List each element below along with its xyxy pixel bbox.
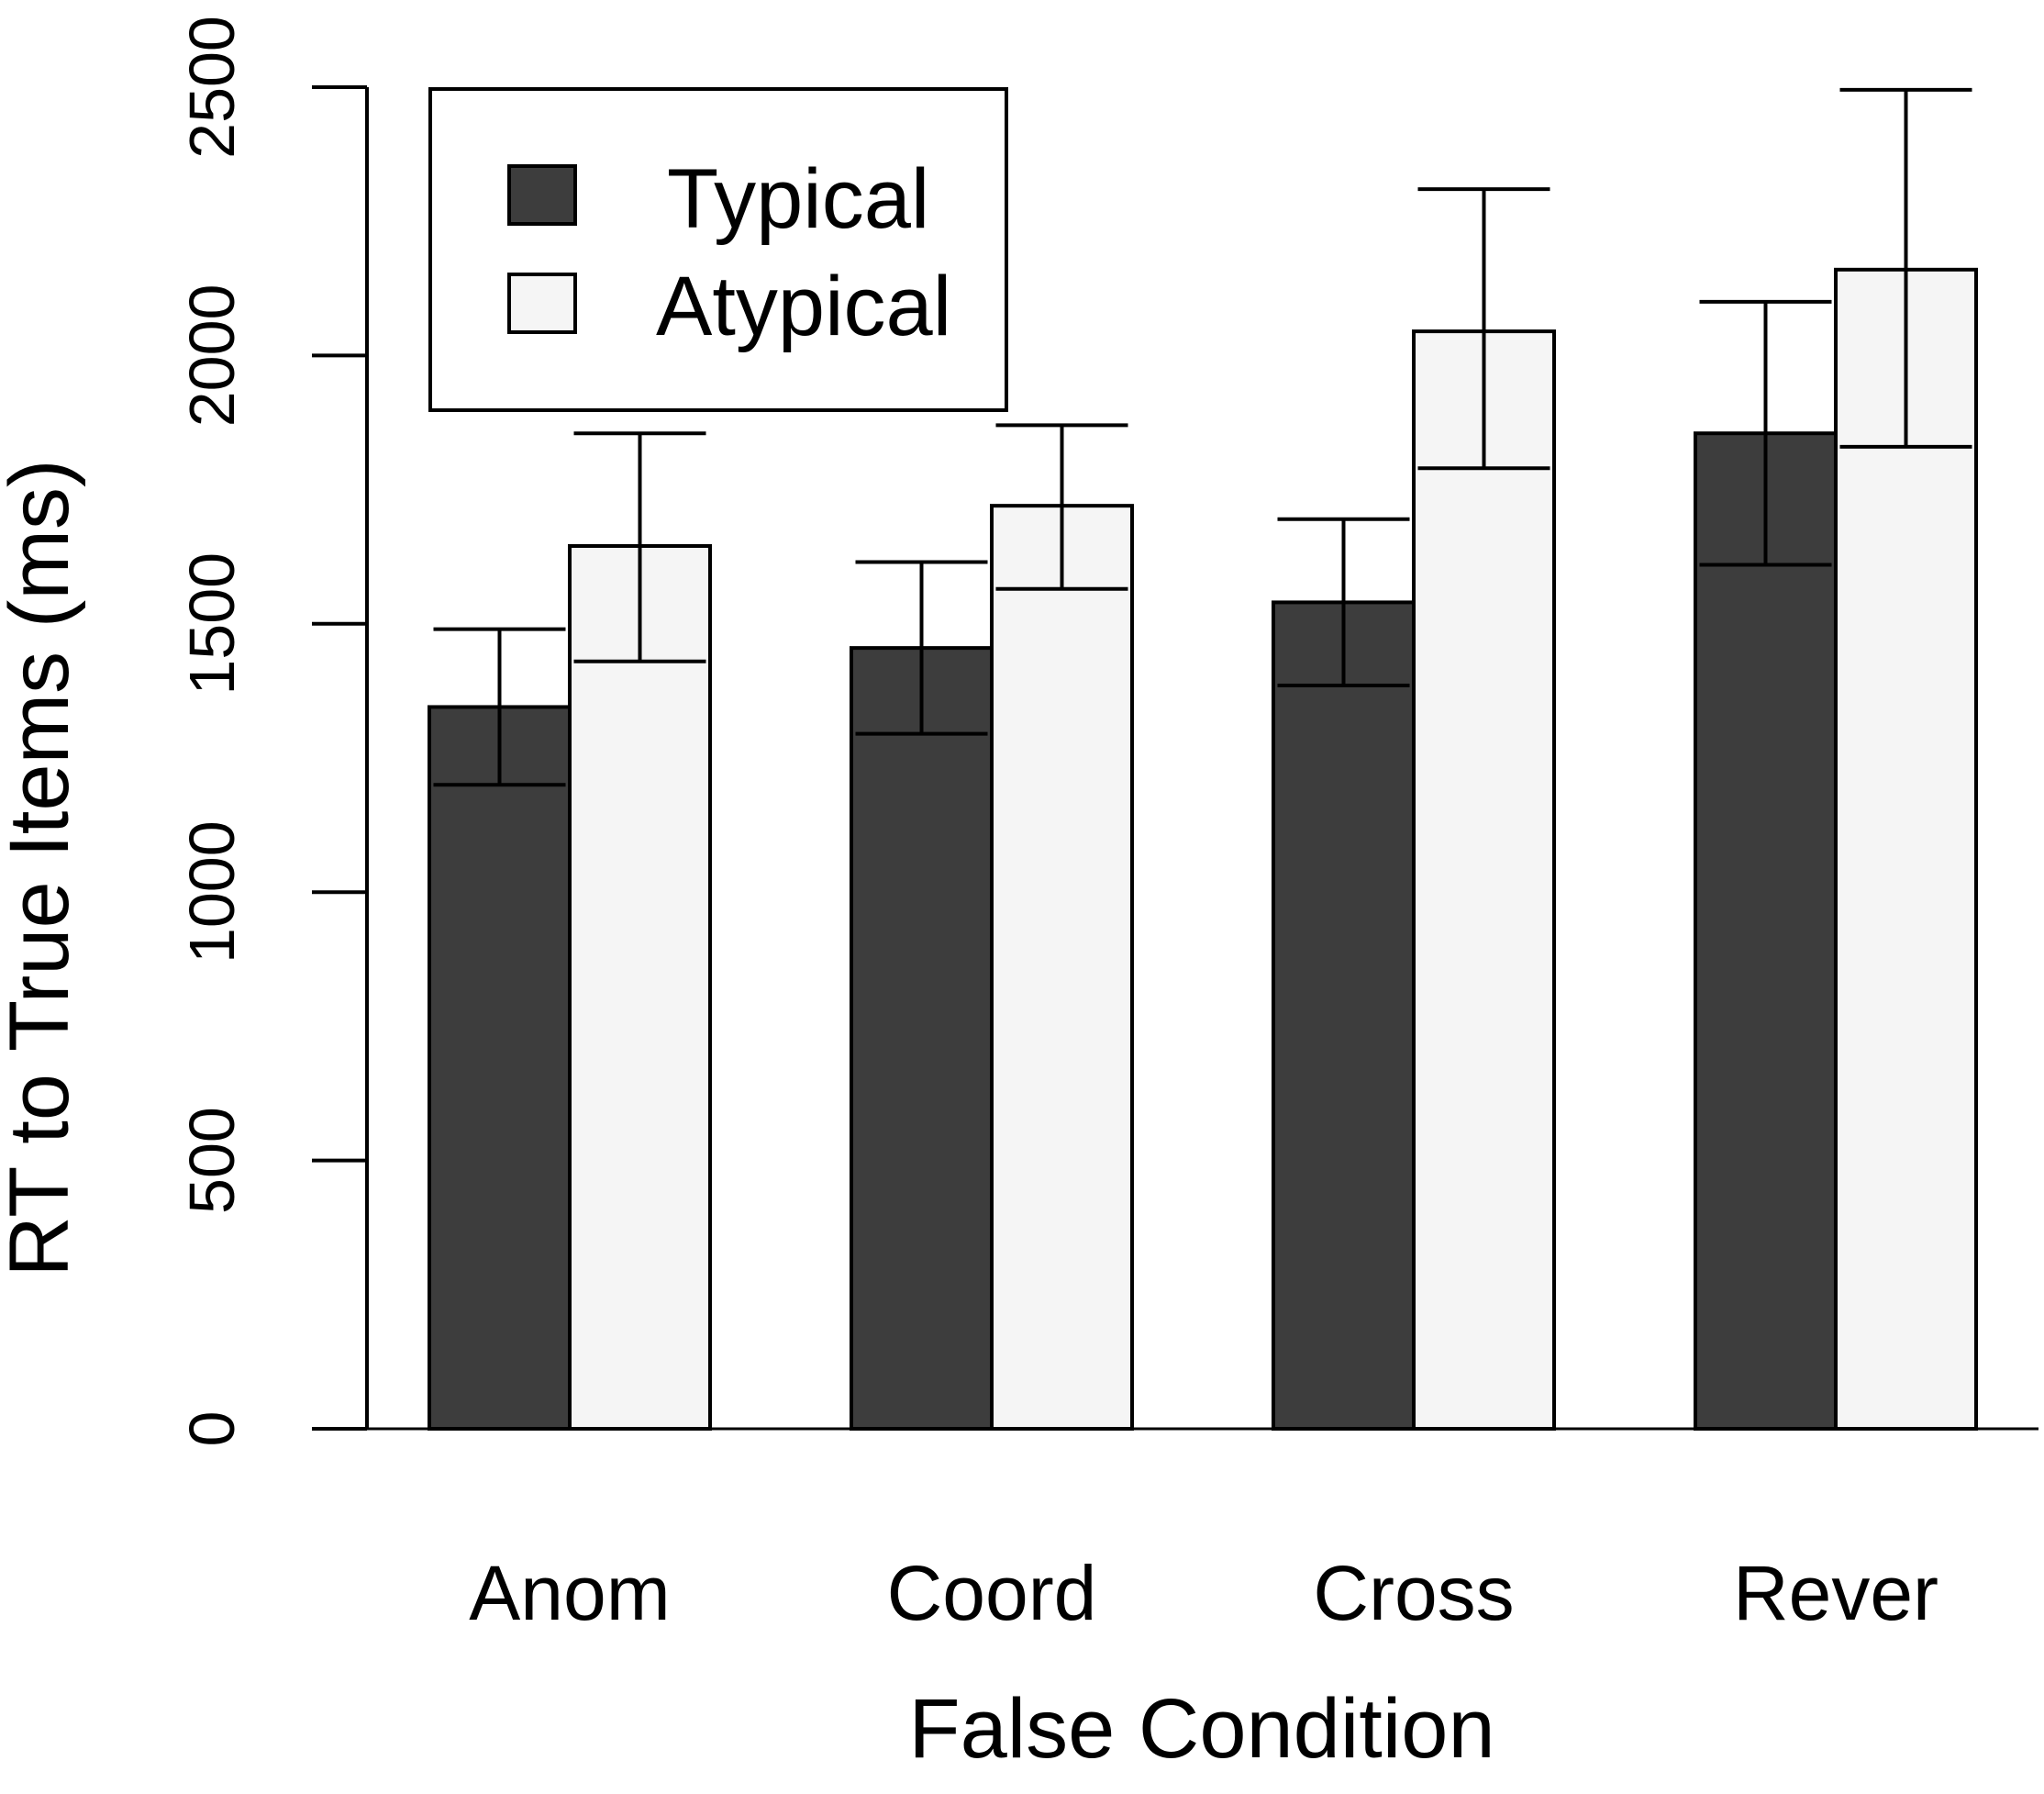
legend-box — [428, 87, 1008, 412]
bar-atypical-rever — [1834, 267, 1978, 1431]
legend-swatch-atypical — [507, 273, 577, 334]
bar-typical-rever — [1694, 431, 1838, 1431]
category-label-coord: Coord — [887, 1550, 1097, 1636]
legend-swatch-typical — [507, 164, 577, 226]
y-tick-label: 2500 — [176, 16, 248, 159]
bar-atypical-cross — [1412, 329, 1556, 1432]
bar-atypical-coord — [990, 504, 1134, 1431]
category-label-rever: Rever — [1733, 1550, 1938, 1636]
bar-typical-anom — [428, 705, 572, 1431]
y-tick-label: 1000 — [176, 820, 248, 964]
y-tick-label: 500 — [176, 1107, 248, 1214]
bar-typical-cross — [1272, 600, 1416, 1431]
bars — [428, 267, 1978, 1432]
y-axis-label: RT to True Items (ms) — [0, 459, 86, 1276]
y-tick-label: 0 — [176, 1411, 248, 1447]
bar-typical-coord — [850, 646, 994, 1431]
category-label-cross: Cross — [1313, 1550, 1514, 1636]
error-bars — [433, 87, 1972, 787]
legend-label-typical: Typical — [667, 152, 929, 246]
y-tick-label: 1500 — [176, 552, 248, 696]
legend: Typical Atypical — [428, 87, 1008, 412]
y-tick-label: 2000 — [176, 284, 248, 428]
axes: 0 500 1000 1500 2000 2500 — [176, 16, 2038, 1446]
x-axis-label: False Condition — [908, 1682, 1494, 1776]
bar-atypical-anom — [568, 544, 712, 1431]
category-label-anom: Anom — [469, 1550, 670, 1636]
category-labels: Anom Coord Cross Rever — [469, 1550, 1938, 1636]
legend-label-atypical: Atypical — [656, 260, 951, 353]
